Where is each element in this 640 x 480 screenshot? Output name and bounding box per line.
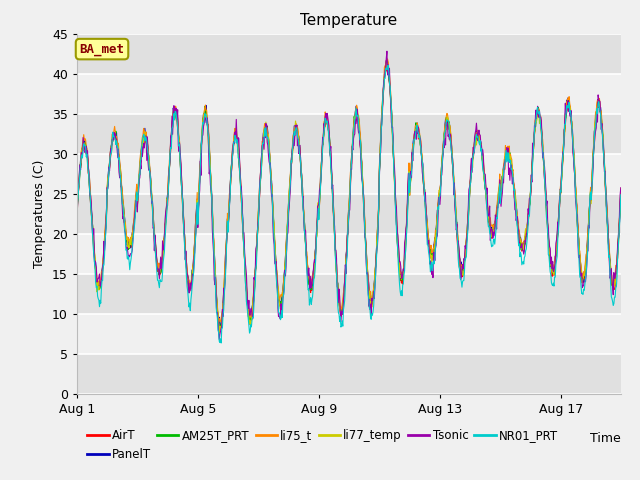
Tsonic <box>383 48 391 54</box>
NR01_PRT <box>382 66 390 72</box>
PanelT <box>617 189 625 195</box>
PanelT <box>301 218 308 224</box>
Line: Tsonic: Tsonic <box>77 51 621 339</box>
Title: Temperature: Temperature <box>300 13 397 28</box>
li75_t <box>617 185 625 191</box>
NR01_PRT <box>271 263 279 268</box>
li75_t <box>93 268 100 274</box>
PanelT <box>73 211 81 216</box>
li75_t <box>383 56 391 62</box>
li77_temp <box>382 64 390 70</box>
AM25T_PRT <box>513 216 521 221</box>
Tsonic <box>513 215 521 220</box>
AM25T_PRT <box>271 252 279 258</box>
AirT <box>216 327 224 333</box>
li75_t <box>301 217 308 223</box>
Tsonic <box>271 262 279 267</box>
PanelT <box>271 250 279 256</box>
NR01_PRT <box>73 215 81 221</box>
li77_temp <box>201 112 209 118</box>
AM25T_PRT <box>216 326 223 332</box>
Line: NR01_PRT: NR01_PRT <box>77 65 621 343</box>
Line: PanelT: PanelT <box>77 60 621 325</box>
Line: li75_t: li75_t <box>77 59 621 322</box>
AirT <box>617 195 625 201</box>
AM25T_PRT <box>73 209 81 215</box>
Bar <box>77 313 621 354</box>
PanelT <box>513 217 521 223</box>
Tsonic <box>216 336 223 342</box>
Bar <box>77 234 621 274</box>
PanelT <box>201 107 209 112</box>
AirT <box>73 214 81 219</box>
li75_t <box>382 61 390 67</box>
li75_t <box>513 213 521 219</box>
NR01_PRT <box>93 285 100 290</box>
Y-axis label: Temperatures (C): Temperatures (C) <box>33 159 46 268</box>
Tsonic <box>93 264 100 270</box>
Bar <box>77 154 621 193</box>
Line: AM25T_PRT: AM25T_PRT <box>77 60 621 329</box>
Legend: AirT, PanelT, AM25T_PRT, li75_t, li77_temp, Tsonic, NR01_PRT: AirT, PanelT, AM25T_PRT, li75_t, li77_te… <box>83 425 563 466</box>
Bar <box>77 193 621 234</box>
AM25T_PRT <box>617 188 625 193</box>
NR01_PRT <box>218 340 225 346</box>
li77_temp <box>513 223 521 229</box>
li77_temp <box>93 275 100 281</box>
NR01_PRT <box>301 227 308 233</box>
AirT <box>301 224 308 229</box>
li75_t <box>201 105 209 111</box>
PanelT <box>383 57 391 63</box>
NR01_PRT <box>201 111 209 117</box>
AirT <box>271 255 279 261</box>
li75_t <box>216 319 224 324</box>
Tsonic <box>201 116 209 121</box>
AirT <box>513 218 521 224</box>
li75_t <box>73 211 81 216</box>
Bar <box>77 274 621 313</box>
li75_t <box>271 250 279 256</box>
NR01_PRT <box>385 62 392 68</box>
Bar <box>77 114 621 154</box>
Text: BA_met: BA_met <box>79 43 125 56</box>
Tsonic <box>617 185 625 191</box>
PanelT <box>217 322 225 328</box>
PanelT <box>382 61 390 67</box>
Tsonic <box>301 228 308 234</box>
li77_temp <box>271 256 279 262</box>
AM25T_PRT <box>93 279 100 285</box>
PanelT <box>93 277 100 283</box>
NR01_PRT <box>513 225 521 230</box>
Tsonic <box>382 65 390 71</box>
AirT <box>93 277 100 283</box>
NR01_PRT <box>617 192 625 198</box>
AirT <box>383 64 391 70</box>
AM25T_PRT <box>301 217 308 223</box>
AM25T_PRT <box>382 64 390 70</box>
Bar <box>77 354 621 394</box>
Bar <box>77 34 621 73</box>
Text: Time: Time <box>590 432 621 445</box>
Bar <box>77 73 621 114</box>
Line: li77_temp: li77_temp <box>77 63 621 333</box>
AM25T_PRT <box>383 57 391 62</box>
AM25T_PRT <box>201 104 209 109</box>
li77_temp <box>617 198 625 204</box>
li77_temp <box>301 224 308 230</box>
AirT <box>382 65 390 71</box>
AirT <box>201 115 209 121</box>
li77_temp <box>216 330 223 336</box>
li77_temp <box>383 60 391 66</box>
Line: AirT: AirT <box>77 67 621 330</box>
li77_temp <box>73 211 81 217</box>
Tsonic <box>73 214 81 220</box>
